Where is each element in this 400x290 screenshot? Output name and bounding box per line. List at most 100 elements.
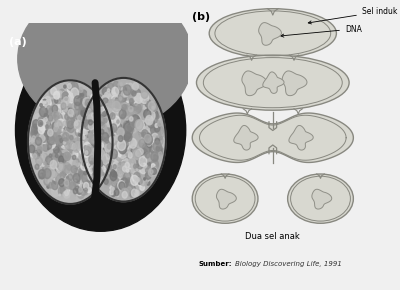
Circle shape <box>152 124 154 126</box>
Circle shape <box>86 172 89 175</box>
Circle shape <box>62 138 68 145</box>
Circle shape <box>85 158 86 160</box>
Circle shape <box>98 123 104 131</box>
Circle shape <box>95 153 103 164</box>
Circle shape <box>69 118 75 125</box>
Circle shape <box>99 133 102 136</box>
Circle shape <box>73 169 74 171</box>
Circle shape <box>117 176 122 183</box>
Circle shape <box>145 168 149 173</box>
Circle shape <box>103 136 105 139</box>
Circle shape <box>99 155 106 163</box>
Circle shape <box>43 168 51 178</box>
Circle shape <box>134 97 138 101</box>
Circle shape <box>92 113 95 117</box>
Circle shape <box>75 127 83 137</box>
Circle shape <box>147 141 151 146</box>
Polygon shape <box>216 189 236 209</box>
Circle shape <box>60 187 65 194</box>
Circle shape <box>88 159 94 166</box>
Circle shape <box>97 175 99 178</box>
Circle shape <box>117 124 122 130</box>
Circle shape <box>79 102 85 110</box>
Circle shape <box>87 135 89 139</box>
Circle shape <box>83 97 90 107</box>
Text: Sel induk: Sel induk <box>308 7 397 24</box>
Circle shape <box>144 109 151 119</box>
Circle shape <box>86 146 92 154</box>
Circle shape <box>74 120 81 129</box>
Circle shape <box>133 98 136 102</box>
Circle shape <box>159 137 161 140</box>
Circle shape <box>82 129 86 135</box>
Circle shape <box>77 136 84 144</box>
Circle shape <box>144 178 146 180</box>
Circle shape <box>53 115 56 118</box>
Circle shape <box>44 162 46 165</box>
Circle shape <box>73 160 78 167</box>
Circle shape <box>128 158 136 168</box>
Circle shape <box>132 90 136 96</box>
Text: (b): (b) <box>192 12 210 21</box>
Circle shape <box>90 135 96 142</box>
Circle shape <box>93 117 99 126</box>
Circle shape <box>136 150 141 157</box>
Circle shape <box>88 134 90 137</box>
Circle shape <box>33 154 37 158</box>
Circle shape <box>55 166 60 173</box>
Circle shape <box>80 90 87 99</box>
Circle shape <box>86 130 91 137</box>
Circle shape <box>112 87 119 96</box>
Circle shape <box>48 162 50 165</box>
Circle shape <box>146 181 150 185</box>
Circle shape <box>64 180 69 186</box>
Circle shape <box>98 174 99 175</box>
Circle shape <box>133 129 134 131</box>
Circle shape <box>119 109 126 119</box>
Circle shape <box>72 176 76 180</box>
Circle shape <box>143 123 144 125</box>
Circle shape <box>81 188 84 191</box>
Circle shape <box>66 188 70 193</box>
Circle shape <box>83 118 85 120</box>
Circle shape <box>29 142 36 151</box>
Circle shape <box>60 172 65 178</box>
Circle shape <box>120 175 126 183</box>
Circle shape <box>81 162 87 170</box>
Ellipse shape <box>209 9 336 58</box>
Circle shape <box>107 144 111 149</box>
Circle shape <box>122 153 127 159</box>
Circle shape <box>46 125 48 128</box>
Text: DNA: DNA <box>281 24 362 37</box>
Circle shape <box>132 193 134 196</box>
Circle shape <box>96 139 104 149</box>
Circle shape <box>68 124 75 133</box>
Circle shape <box>38 170 46 179</box>
Circle shape <box>49 140 54 146</box>
Circle shape <box>77 188 82 194</box>
Circle shape <box>138 122 145 132</box>
Circle shape <box>79 128 83 133</box>
Circle shape <box>160 137 162 140</box>
Circle shape <box>51 110 56 117</box>
Circle shape <box>98 169 101 173</box>
Circle shape <box>131 123 133 126</box>
Circle shape <box>122 189 128 196</box>
Polygon shape <box>192 113 353 162</box>
Circle shape <box>92 106 96 111</box>
Polygon shape <box>259 23 282 45</box>
Circle shape <box>42 102 46 108</box>
Circle shape <box>150 170 153 174</box>
Circle shape <box>96 139 104 149</box>
Circle shape <box>42 164 44 166</box>
Circle shape <box>86 134 91 140</box>
Circle shape <box>64 178 67 182</box>
Circle shape <box>40 104 42 107</box>
Circle shape <box>90 177 92 180</box>
Circle shape <box>62 92 68 100</box>
Circle shape <box>87 96 90 100</box>
Circle shape <box>86 142 89 147</box>
Circle shape <box>92 175 101 186</box>
Circle shape <box>139 151 141 154</box>
Circle shape <box>148 166 150 169</box>
